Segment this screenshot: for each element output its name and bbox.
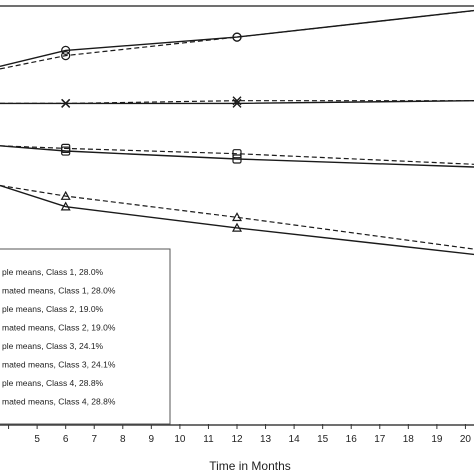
legend-entry: ple means, Class 2, 19.0% (2, 304, 104, 314)
series-line (0, 100, 474, 105)
legend: ple means, Class 1, 28.0% mated means, Cl… (0, 248, 171, 425)
data-point-triangle (60, 190, 71, 200)
series-line (0, 9, 474, 67)
legend-entry: ple means, Class 3, 24.1% (2, 341, 104, 351)
series-line (0, 10, 474, 70)
series-class-3-estimated (0, 143, 474, 165)
x-tick-label: 9 (149, 434, 155, 445)
legend-entry: mated means, Class 1, 28.0% (2, 286, 116, 296)
x-tick-label: 19 (431, 434, 443, 445)
x-tick-label: 6 (63, 434, 69, 445)
x-axis-title: Time in Months (209, 459, 291, 473)
x-tick-label: 15 (317, 434, 329, 445)
x-tick-label: 17 (374, 434, 386, 445)
data-point-x (232, 96, 242, 106)
series-class-4-estimated (0, 184, 474, 250)
legend-entry: mated means, Class 4, 28.8% (2, 397, 116, 407)
data-point-circle (232, 32, 242, 42)
legend-entry: mated means, Class 2, 19.0% (2, 323, 116, 333)
x-tick-label: 7 (91, 434, 97, 445)
legend-entry: ple means, Class 1, 28.0% (2, 267, 104, 277)
x-tick-label: 16 (346, 434, 358, 445)
x-tick-label: 11 (203, 434, 214, 445)
legend-box (0, 248, 171, 425)
series-line (0, 184, 474, 250)
data-point-circle (61, 51, 71, 61)
series-line (0, 145, 474, 168)
x-tick-label: 14 (289, 434, 301, 445)
x-tick-label: 18 (403, 434, 415, 445)
data-point-square (61, 143, 71, 153)
data-point-square (232, 154, 242, 164)
series-class-1-estimated (0, 10, 474, 70)
series-class-2-estimated (0, 96, 474, 108)
series-line (0, 184, 474, 256)
data-point-triangle (231, 212, 243, 222)
x-tick-label: 5 (34, 434, 40, 445)
x-tick-label: 10 (174, 434, 186, 445)
data-point-triangle (231, 222, 243, 232)
legend-entry: mated means, Class 3, 24.1% (2, 360, 116, 370)
series-line (0, 145, 474, 165)
x-tick-label: 20 (460, 434, 472, 445)
x-tick-label: 8 (120, 434, 126, 445)
x-axis: 5 6 7 8 9 10 11 12 13 14 15 16 17 18 19 20 (8, 424, 472, 445)
x-tick-label: 12 (231, 434, 243, 445)
data-point-circle (61, 45, 71, 55)
series-layer (0, 9, 474, 256)
data-point-square (232, 149, 242, 159)
data-point-triangle (60, 201, 71, 211)
legend-entry: ple means, Class 4, 28.8% (2, 378, 104, 388)
x-tick-label: 13 (260, 434, 272, 445)
series-class-4-sample (0, 184, 474, 256)
data-point-x (61, 98, 71, 108)
